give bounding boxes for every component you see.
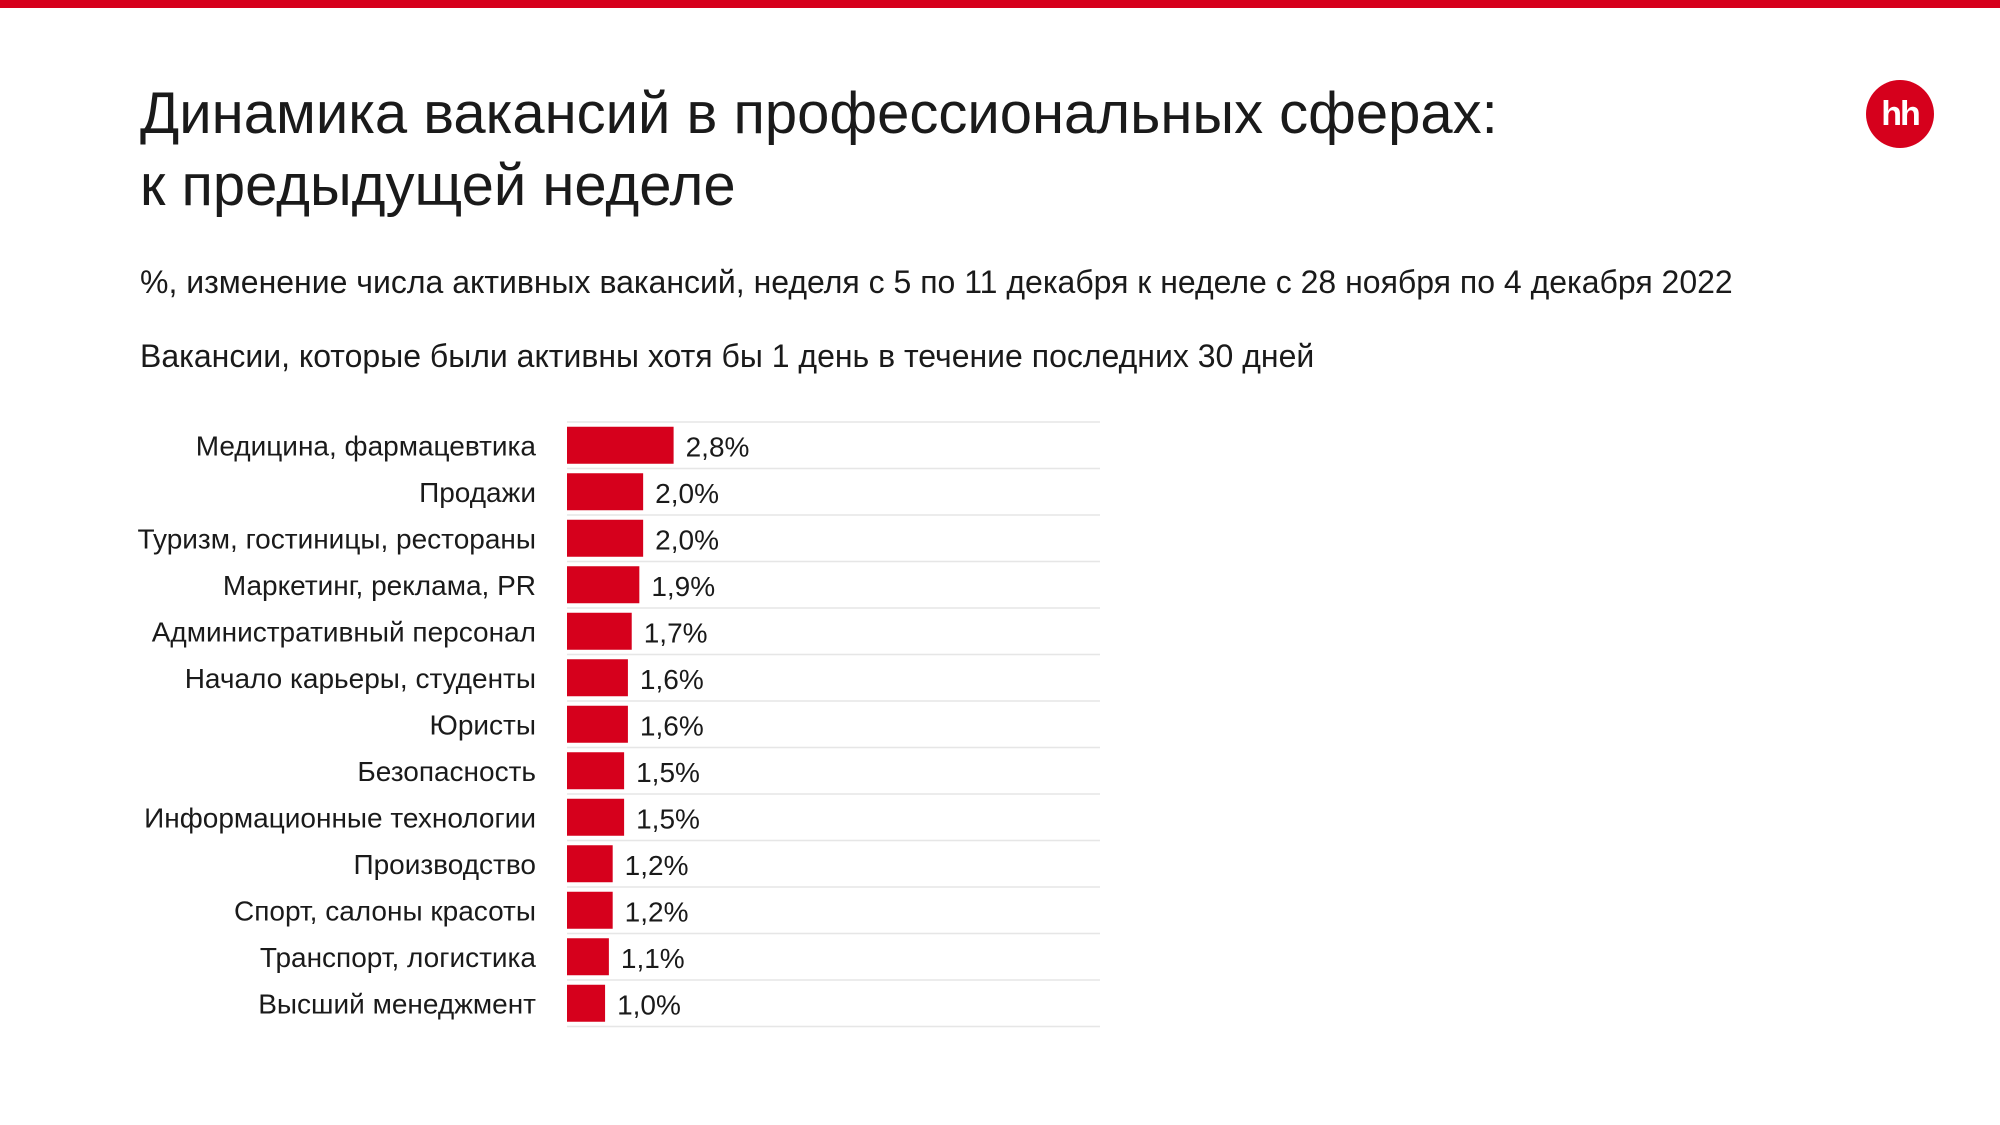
data-label: 1,7% [644, 617, 708, 648]
category-label: Продажи [419, 477, 536, 508]
bar [567, 798, 625, 836]
data-label: 1,1% [621, 943, 685, 974]
title-line-1: Динамика вакансий в профессиональных сфе… [140, 81, 1498, 146]
top-accent-bar [0, 0, 2000, 8]
category-label: Производство [353, 849, 536, 880]
data-label: 1,0% [617, 989, 681, 1020]
category-label: Маркетинг, реклама, PR [223, 570, 536, 601]
category-label: Начало карьеры, студенты [185, 663, 536, 694]
bar [567, 984, 606, 1022]
category-label: Медицина, фармацевтика [196, 430, 537, 461]
chart-note: Вакансии, которые были активны хотя бы 1… [140, 338, 1315, 374]
bar [567, 845, 613, 883]
bar [567, 938, 609, 976]
bar [567, 566, 640, 604]
bar [567, 473, 644, 511]
category-label: Юристы [430, 709, 536, 740]
bar [567, 705, 628, 743]
hh-logo: hh [1866, 80, 1934, 148]
data-label: 2,0% [655, 478, 719, 509]
bar [567, 752, 625, 790]
bar [567, 612, 632, 650]
data-label: 2,0% [655, 524, 719, 555]
data-label: 1,5% [636, 757, 700, 788]
bar [567, 659, 628, 697]
category-label: Административный персонал [152, 616, 536, 647]
data-label: 1,2% [625, 850, 689, 881]
title-line-2: к предыдущей неделе [140, 153, 736, 218]
category-label: Туризм, гостиницы, рестораны [138, 523, 537, 554]
bar [567, 426, 674, 464]
category-label: Высший менеджмент [258, 988, 536, 1019]
category-label: Информационные технологии [144, 802, 536, 833]
bar [567, 891, 613, 929]
data-label: 1,6% [640, 710, 704, 741]
data-label: 1,2% [625, 896, 689, 927]
data-label: 1,9% [651, 571, 715, 602]
data-label: 2,8% [686, 431, 750, 462]
category-label: Спорт, салоны красоты [234, 895, 536, 926]
page-title: Динамика вакансий в профессиональных сфе… [140, 78, 1840, 222]
category-label: Безопасность [357, 756, 536, 787]
bar [567, 519, 644, 557]
data-label: 1,6% [640, 664, 704, 695]
data-label: 1,5% [636, 803, 700, 834]
category-label: Транспорт, логистика [260, 942, 537, 973]
chart-subtitle: %, изменение числа активных вакансий, не… [140, 264, 1733, 300]
